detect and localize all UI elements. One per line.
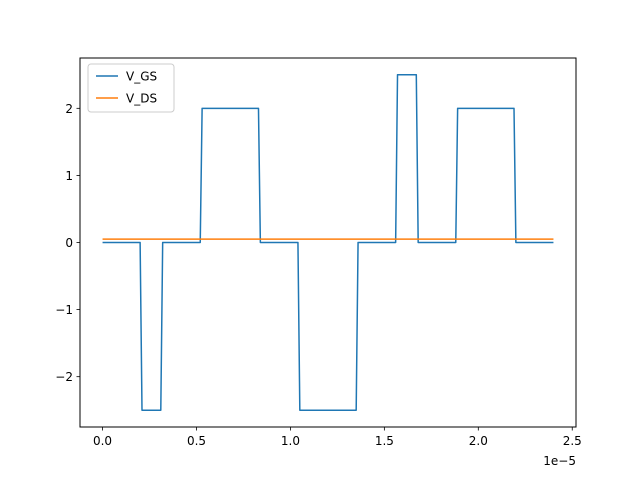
- legend: V_GS V_DS: [87, 63, 175, 113]
- x-axis-offset-label: 1e−5: [543, 454, 576, 468]
- x-tick-label: 0.5: [187, 434, 206, 448]
- plot-lines: [102, 74, 554, 411]
- series-line-v-gs: [102, 74, 554, 411]
- x-tick-label: 2.0: [469, 434, 488, 448]
- y-tick-label: 2: [65, 102, 73, 116]
- x-tick-label: 2.5: [563, 434, 582, 448]
- y-axis-ticks: −2 −1 0 1 2: [55, 102, 80, 384]
- x-axis-ticks: 0.0 0.5 1.0 1.5 2.0 2.5: [93, 427, 582, 448]
- legend-label: V_GS: [126, 70, 157, 84]
- y-tick-label: −2: [55, 370, 73, 384]
- x-tick-label: 1.5: [375, 434, 394, 448]
- x-tick-label: 0.0: [93, 434, 112, 448]
- legend-label: V_DS: [126, 92, 157, 106]
- y-tick-label: −1: [55, 303, 73, 317]
- y-tick-label: 1: [65, 169, 73, 183]
- y-tick-label: 0: [65, 236, 73, 250]
- x-tick-label: 1.0: [281, 434, 300, 448]
